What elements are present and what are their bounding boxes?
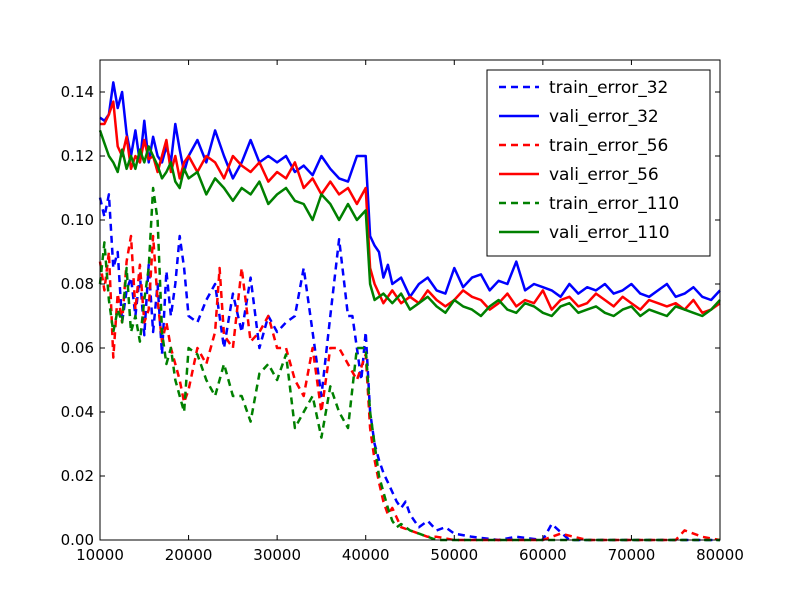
y-tick-label: 0.04 bbox=[61, 403, 94, 421]
legend-label: train_error_32 bbox=[549, 78, 668, 98]
series-line-vali-error-110 bbox=[98, 129, 721, 318]
x-tick-label: 70000 bbox=[608, 546, 656, 564]
y-tick-label: 0.02 bbox=[61, 467, 94, 485]
legend-label: train_error_110 bbox=[549, 194, 679, 214]
series-line-train-error-110 bbox=[98, 186, 720, 542]
legend-label: vali_error_32 bbox=[549, 107, 659, 127]
y-tick-label: 0.10 bbox=[61, 211, 94, 229]
legend-box bbox=[486, 69, 711, 257]
y-tick-label: 0.08 bbox=[61, 275, 94, 293]
legend-label: vali_error_56 bbox=[549, 165, 659, 185]
y-tick-label: 0.12 bbox=[61, 147, 94, 165]
x-tick-label: 40000 bbox=[342, 546, 390, 564]
y-tick-label: 0.14 bbox=[61, 83, 94, 101]
x-tick-label: 10000 bbox=[76, 546, 124, 564]
legend-label: vali_error_110 bbox=[549, 223, 670, 243]
x-tick-label: 20000 bbox=[165, 546, 213, 564]
legend: train_error_32 vali_error_32 train_error_5… bbox=[486, 69, 711, 257]
x-tick-label: 30000 bbox=[253, 546, 301, 564]
x-tick-label: 50000 bbox=[430, 546, 478, 564]
y-tick-label: 0.00 bbox=[61, 531, 94, 549]
plot-frame bbox=[99, 59, 721, 541]
plot-series-group bbox=[98, 81, 721, 542]
series-line-train-error-32 bbox=[98, 193, 720, 542]
y-tick-label: 0.06 bbox=[61, 339, 94, 357]
y-axis-ticks: 0.00 0.02 0.04 0.06 0.08 0.10 0.12 0.14 bbox=[61, 83, 720, 549]
x-tick-label: 60000 bbox=[519, 546, 567, 564]
x-tick-label: 80000 bbox=[696, 546, 744, 564]
x-axis-ticks: 10000 20000 30000 40000 50000 60000 70000 80000 bbox=[76, 60, 744, 564]
legend-label: train_error_56 bbox=[549, 136, 668, 156]
